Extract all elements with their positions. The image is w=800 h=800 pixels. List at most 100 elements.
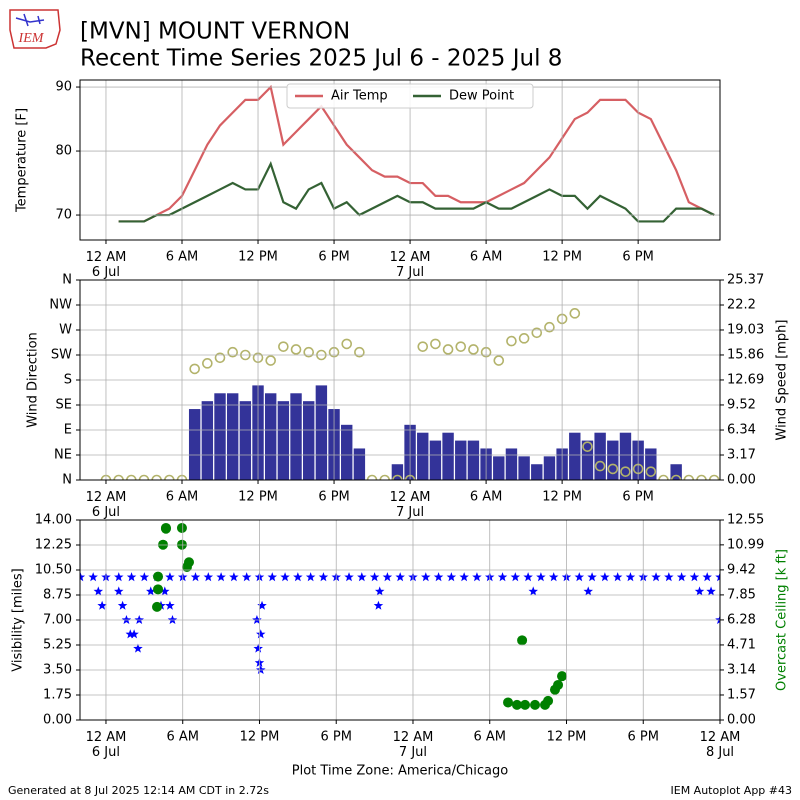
marker — [305, 572, 316, 582]
marker — [544, 321, 555, 333]
y-tick-label: SE — [56, 398, 72, 413]
footer-right: IEM Autoplot App #43 — [671, 784, 793, 797]
marker — [253, 643, 263, 653]
marker — [506, 335, 517, 347]
marker — [93, 586, 104, 596]
marker — [706, 586, 716, 596]
y2-tick-label: 6.34 — [727, 423, 756, 438]
y-tick-label: 70 — [55, 208, 72, 223]
marker — [216, 572, 226, 582]
x-tick-label: 6 AM — [470, 490, 503, 505]
marker — [645, 466, 657, 477]
bar — [303, 401, 315, 480]
y2-tick-label: 25.37 — [727, 273, 764, 288]
marker — [341, 338, 353, 350]
x-tick-label: 6 AM — [470, 250, 503, 265]
plot-area — [118, 84, 715, 223]
bar — [201, 401, 214, 480]
y-axis-label: Temperature [F] — [15, 108, 30, 213]
x-tick-label: 6 AM — [166, 730, 199, 745]
x-tick-label: 12 PM — [238, 490, 278, 505]
y-tick-label: E — [64, 423, 72, 438]
marker — [203, 572, 214, 582]
y-axis-label: Visibility [miles] — [11, 568, 26, 671]
marker — [153, 571, 164, 582]
marker — [145, 586, 156, 596]
marker — [165, 572, 175, 582]
marker — [165, 600, 175, 610]
marker — [252, 615, 262, 625]
marker — [241, 572, 252, 582]
bar — [341, 424, 353, 480]
marker — [587, 572, 597, 582]
marker — [594, 460, 606, 472]
marker — [278, 341, 289, 352]
y2-tick-label: 12.55 — [727, 513, 764, 528]
x-tick-label: 12 PM — [542, 490, 582, 505]
marker — [715, 615, 720, 625]
marker — [520, 699, 531, 710]
plot-frame — [79, 79, 721, 241]
marker — [293, 572, 303, 582]
data-line — [118, 160, 715, 223]
bar — [214, 393, 226, 480]
marker — [138, 474, 150, 480]
x-tick-label: 12 AM 6 Jul — [86, 490, 127, 520]
marker — [88, 572, 98, 582]
marker — [167, 615, 178, 625]
marker — [280, 572, 290, 582]
y-tick-label: 14.00 — [35, 513, 72, 528]
x-tick-label: 6 PM — [622, 250, 653, 265]
marker — [497, 572, 508, 582]
marker — [670, 474, 682, 480]
y-tick-label: 0.00 — [43, 713, 72, 728]
marker — [227, 346, 238, 358]
bar — [493, 456, 505, 480]
marker — [190, 572, 201, 582]
marker — [160, 586, 170, 596]
marker — [214, 352, 226, 364]
bar — [315, 385, 328, 480]
y2-tick-label: 3.14 — [727, 662, 756, 677]
chart-title: [MVN] MOUNT VERNON — [80, 19, 350, 45]
y-tick-label: 90 — [55, 80, 72, 95]
y-tick-label: 5.25 — [43, 638, 72, 653]
marker — [160, 522, 171, 533]
y-tick-label: S — [64, 373, 72, 388]
marker — [303, 346, 315, 358]
y-tick-label: 8.75 — [43, 588, 72, 603]
marker — [531, 327, 543, 339]
plot-frame — [79, 519, 721, 721]
x-tick-label: 12 PM — [240, 730, 280, 745]
logo-text: IEM — [18, 31, 45, 46]
marker — [176, 522, 187, 533]
marker — [369, 572, 380, 582]
bar — [226, 393, 239, 480]
marker — [510, 572, 521, 582]
x-tick-label: 12 AM 7 Jul — [393, 730, 434, 760]
marker — [582, 441, 593, 452]
marker — [612, 572, 623, 582]
marker — [658, 474, 669, 480]
bar — [429, 440, 442, 480]
marker — [574, 572, 585, 582]
y-tick-label: 3.50 — [43, 663, 72, 678]
marker — [189, 363, 200, 375]
marker — [164, 474, 175, 480]
marker — [455, 341, 467, 352]
marker — [696, 474, 707, 480]
legend-box — [286, 83, 534, 109]
bar — [531, 464, 543, 480]
bar — [264, 393, 277, 480]
bar — [670, 464, 682, 480]
marker — [694, 586, 705, 596]
y2-axis-label: Wind Speed [mph] — [775, 320, 790, 441]
y-tick-label: NW — [49, 298, 72, 313]
x-tick-label: 6 PM — [622, 490, 653, 505]
x-tick-label: 6 AM — [166, 490, 199, 505]
x-tick-label: 12 PM — [542, 250, 582, 265]
footer-left: Generated at 8 Jul 2025 12:14 AM CDT in … — [8, 784, 269, 797]
y2-tick-label: 1.57 — [727, 687, 756, 702]
marker — [126, 474, 137, 480]
